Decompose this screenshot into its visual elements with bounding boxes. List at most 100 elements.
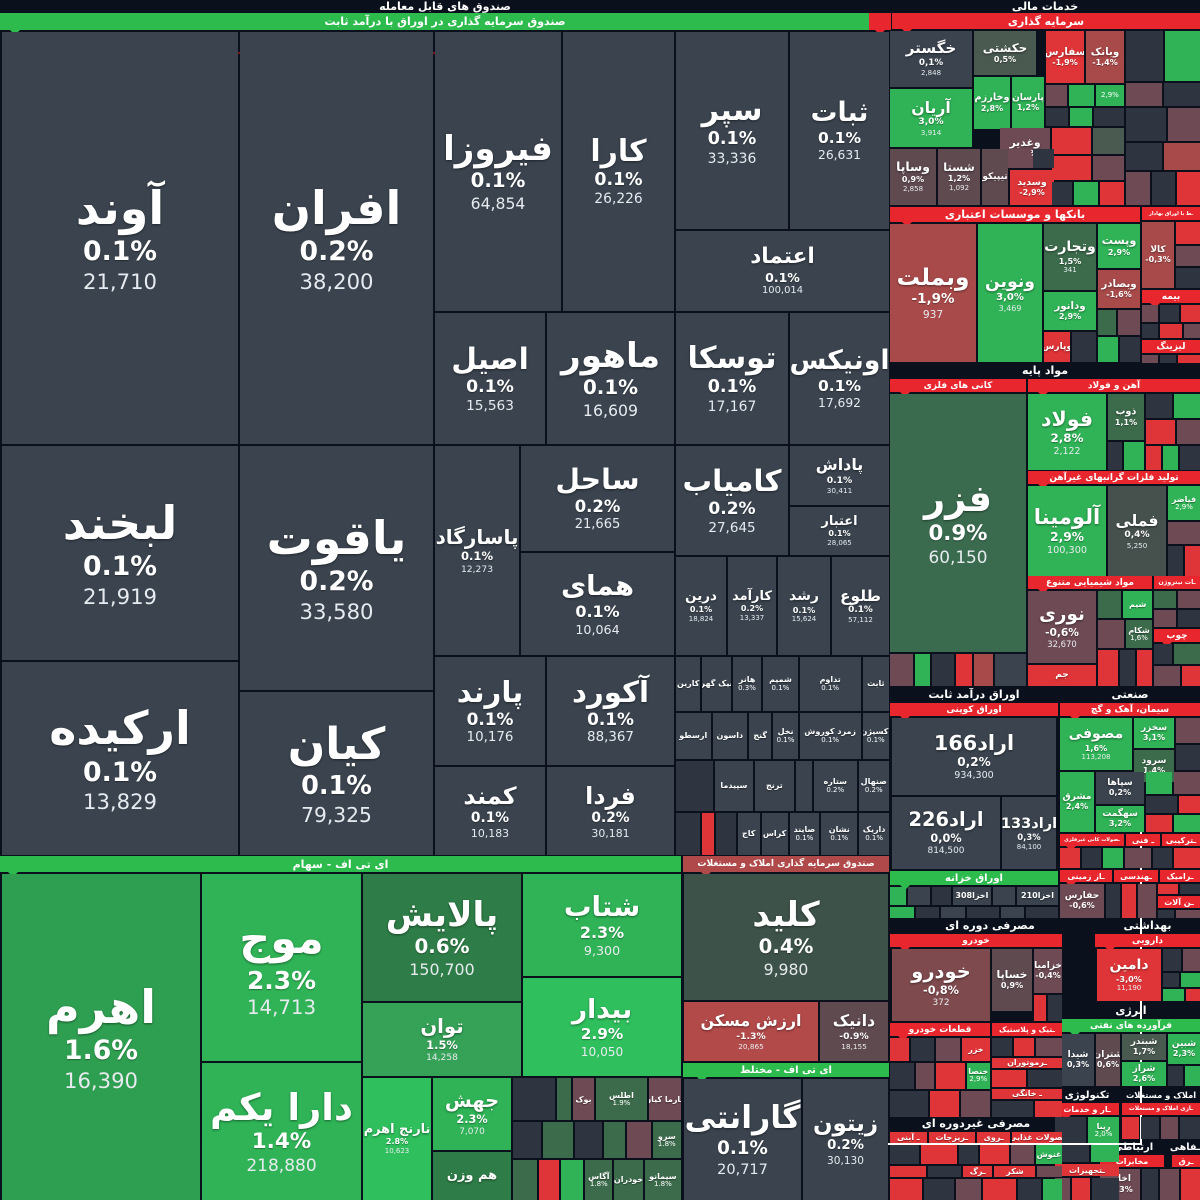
treemap-cell[interactable] <box>1180 972 1200 987</box>
treemap-cell[interactable]: آوند 0.1% 21,710 <box>2 32 238 444</box>
treemap-cell[interactable]: شمیم 0.1% <box>763 657 798 711</box>
treemap-cell[interactable] <box>676 760 713 811</box>
treemap-cell[interactable]: ارسطو <box>676 712 711 759</box>
group-header[interactable]: ای تی اف - سهام <box>0 856 681 877</box>
treemap-cell[interactable] <box>1158 910 1174 918</box>
treemap-cell[interactable]: هم وزن <box>433 1152 511 1200</box>
treemap-cell[interactable] <box>890 1038 909 1061</box>
treemap-cell[interactable]: ـروی <box>977 1132 1011 1144</box>
treemap-cell[interactable] <box>1034 1100 1062 1117</box>
treemap-cell[interactable]: اراد226 0,0% 814,500 <box>892 797 1000 869</box>
treemap-cell[interactable]: نیک گهر <box>702 657 731 711</box>
treemap-cell[interactable]: ـ آبنی <box>890 1132 927 1144</box>
treemap-cell[interactable] <box>910 1038 935 1061</box>
treemap-cell[interactable] <box>1186 989 1200 1001</box>
treemap-cell[interactable] <box>795 760 812 811</box>
treemap-cell[interactable] <box>626 1122 651 1158</box>
treemap-cell[interactable]: فیاضر 2,9% <box>1168 486 1200 521</box>
group-header[interactable]: اوراق خزانه <box>890 871 1058 890</box>
group-header[interactable]: سیمان، آهک و گچ <box>1060 703 1200 721</box>
treemap-cell[interactable] <box>1160 324 1182 338</box>
treemap-cell[interactable]: اطلس 1.9% <box>595 1078 647 1121</box>
treemap-cell[interactable] <box>1091 1145 1119 1163</box>
treemap-cell[interactable] <box>980 1145 1010 1164</box>
treemap-cell[interactable] <box>1146 420 1175 445</box>
treemap-cell[interactable]: آگاس 1.8% <box>585 1159 613 1200</box>
treemap-cell[interactable] <box>1160 355 1177 363</box>
treemap-cell[interactable] <box>1181 305 1200 323</box>
treemap-cell[interactable]: سیمانو 1.8% <box>644 1159 681 1200</box>
treemap-cell[interactable]: پاسارگاد 0.1% 12,273 <box>435 446 519 655</box>
treemap-cell[interactable]: شبین 2,3% <box>1168 1034 1200 1064</box>
treemap-cell[interactable]: دامین -3,0% 11,190 <box>1097 949 1161 1001</box>
treemap-cell[interactable]: لبخند 0.1% 21,919 <box>2 446 238 660</box>
treemap-cell[interactable] <box>1121 884 1136 918</box>
treemap-cell[interactable] <box>1033 149 1054 168</box>
treemap-cell[interactable]: ـ خانگی <box>992 1089 1062 1099</box>
treemap-cell[interactable] <box>992 1069 1026 1088</box>
treemap-cell[interactable]: نخل 0.1% <box>773 712 798 759</box>
treemap-cell[interactable]: فیروزا 0.1% 64,854 <box>435 32 561 311</box>
treemap-cell[interactable] <box>1123 442 1144 470</box>
treemap-cell[interactable] <box>513 1122 542 1158</box>
treemap-cell[interactable] <box>1068 85 1094 107</box>
treemap-cell[interactable]: ـریزجات <box>928 1132 975 1144</box>
treemap-cell[interactable]: ـرموتوران <box>992 1057 1062 1068</box>
treemap-cell[interactable] <box>1074 181 1099 205</box>
treemap-cell[interactable]: کالا -0,3% <box>1142 222 1174 288</box>
treemap-cell[interactable]: آلومینا 2,9% 100,300 <box>1028 486 1106 576</box>
treemap-cell[interactable]: اراد133 0,3% 84,100 <box>1002 797 1056 869</box>
treemap-cell[interactable]: ارزش مسکن -1.3% 20,865 <box>684 1002 818 1061</box>
treemap-cell[interactable]: ذوب 1,1% <box>1108 394 1144 440</box>
treemap-cell[interactable]: شراز 2,6% <box>1122 1062 1166 1086</box>
treemap-cell[interactable] <box>1106 884 1120 918</box>
treemap-cell[interactable]: افران 0.2% 38,200 <box>240 32 433 444</box>
treemap-cell[interactable]: ودانور 2,9% <box>1044 292 1096 330</box>
group-header[interactable]: خودرو <box>890 934 1062 952</box>
treemap-cell[interactable] <box>1100 181 1124 205</box>
treemap-cell[interactable] <box>1182 949 1200 971</box>
treemap-cell[interactable] <box>1034 995 1046 1021</box>
treemap-cell[interactable] <box>967 906 999 918</box>
treemap-cell[interactable] <box>1164 82 1200 107</box>
treemap-cell[interactable]: وبملت -1,9% 937 <box>890 224 976 362</box>
treemap-cell[interactable]: هانر 0.3% <box>732 657 762 711</box>
treemap-cell[interactable] <box>973 654 993 686</box>
treemap-cell[interactable] <box>1160 1169 1180 1200</box>
group-header[interactable]: چوب <box>1154 629 1200 647</box>
treemap-cell[interactable]: جهش 2.3% 7,070 <box>433 1078 511 1150</box>
treemap-cell[interactable]: تیپیکو <box>982 149 1008 205</box>
treemap-cell[interactable] <box>1126 82 1162 107</box>
treemap-cell[interactable]: فملی 0,4% 5,250 <box>1108 486 1166 576</box>
treemap-cell[interactable] <box>890 1165 927 1177</box>
treemap-cell[interactable] <box>915 906 940 918</box>
group-header[interactable]: ـصولات کانی غیرفلزی <box>1060 834 1124 851</box>
treemap-cell[interactable]: اعتماد 0.1% 100,014 <box>676 231 889 311</box>
treemap-cell[interactable] <box>1035 1038 1062 1056</box>
treemap-cell[interactable]: سپر 0.1% 33,336 <box>676 32 788 229</box>
treemap-cell[interactable]: پالایش 0.6% 150,700 <box>363 874 521 1001</box>
treemap-cell[interactable] <box>1126 108 1166 142</box>
treemap-cell[interactable] <box>556 1078 572 1121</box>
treemap-cell[interactable]: اعتبار 0.1% 28,065 <box>790 507 889 555</box>
treemap-cell[interactable] <box>1142 355 1159 363</box>
treemap-cell[interactable]: گنج <box>749 712 772 759</box>
treemap-cell[interactable] <box>1017 1178 1041 1200</box>
treemap-cell[interactable] <box>1174 772 1200 795</box>
treemap-cell[interactable] <box>936 1038 960 1061</box>
treemap-cell[interactable] <box>1137 649 1152 686</box>
treemap-cell[interactable]: خگستر 0,1% 2,848 <box>890 31 972 87</box>
treemap-cell[interactable]: کارا 0.1% 26,226 <box>563 32 674 311</box>
treemap-cell[interactable]: کمند 0.1% 10,183 <box>435 767 545 855</box>
treemap-cell[interactable]: 2,9% <box>1095 85 1124 107</box>
group-header[interactable]: دارویی <box>1095 934 1200 952</box>
group-header[interactable]: بانکها و موسسات اعتباری <box>890 207 1140 227</box>
treemap-cell[interactable]: غنوش <box>1036 1145 1062 1164</box>
treemap-cell[interactable] <box>1046 85 1067 107</box>
treemap-cell[interactable] <box>890 1062 914 1089</box>
treemap-cell[interactable] <box>1180 446 1200 470</box>
treemap-cell[interactable] <box>1042 1178 1062 1200</box>
treemap-cell[interactable] <box>1179 1117 1200 1139</box>
treemap-cell[interactable]: کراس <box>761 812 788 855</box>
treemap-cell[interactable]: ثابت <box>862 657 889 711</box>
